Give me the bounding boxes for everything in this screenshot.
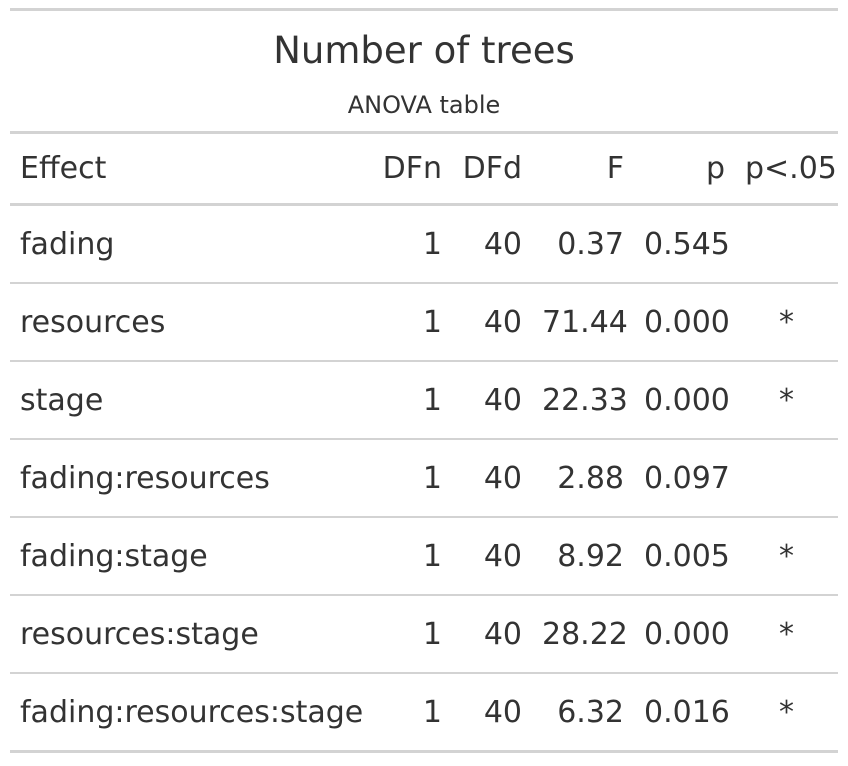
anova-table-container: Number of trees ANOVA table Effect DFn D…: [10, 8, 838, 753]
effect-cell: fading:resources: [10, 439, 372, 518]
effect-cell: stage: [10, 361, 372, 440]
significance-cell: [735, 439, 838, 518]
effect-cell: fading:stage: [10, 517, 372, 596]
p-cell: 0.000: [634, 283, 735, 362]
dfd-cell: 40: [452, 439, 532, 518]
p-cell: 0.016: [634, 673, 735, 753]
dfn-cell: 1: [372, 361, 452, 440]
effect-cell: fading:resources:stage: [10, 673, 372, 753]
dfn-cell: 1: [372, 673, 452, 753]
dfd-cell: 40: [452, 595, 532, 674]
column-header-effect: Effect: [10, 134, 372, 206]
column-header-dfn: DFn: [372, 134, 452, 206]
p-cell: 0.000: [634, 595, 735, 674]
f-cell: 28.22: [532, 595, 634, 674]
dfn-cell: 1: [372, 204, 452, 284]
significance-cell: *: [735, 517, 838, 596]
significance-cell: *: [735, 361, 838, 440]
table-row: fading 1 40 0.37 0.545: [10, 204, 838, 284]
dfd-cell: 40: [452, 283, 532, 362]
dfn-cell: 1: [372, 283, 452, 362]
anova-table: Effect DFn DFd F p p<.05 fading 1 40 0.3…: [10, 134, 838, 753]
significance-cell: *: [735, 595, 838, 674]
column-header-f: F: [532, 134, 634, 206]
p-cell: 0.000: [634, 361, 735, 440]
p-cell: 0.005: [634, 517, 735, 596]
f-cell: 2.88: [532, 439, 634, 518]
f-cell: 0.37: [532, 204, 634, 284]
table-row: fading:stage 1 40 8.92 0.005 *: [10, 517, 838, 596]
table-title: Number of trees: [273, 29, 575, 72]
table-row: stage 1 40 22.33 0.000 *: [10, 361, 838, 440]
table-row: fading:resources:stage 1 40 6.32 0.016 *: [10, 673, 838, 753]
significance-cell: *: [735, 283, 838, 362]
significance-cell: [735, 204, 838, 284]
effect-cell: resources: [10, 283, 372, 362]
f-cell: 6.32: [532, 673, 634, 753]
table-row: resources 1 40 71.44 0.000 *: [10, 283, 838, 362]
f-cell: 22.33: [532, 361, 634, 440]
p-cell: 0.545: [634, 204, 735, 284]
dfn-cell: 1: [372, 439, 452, 518]
dfd-cell: 40: [452, 204, 532, 284]
column-header-p: p: [634, 134, 735, 206]
effect-cell: fading: [10, 204, 372, 284]
table-subtitle: ANOVA table: [347, 91, 501, 119]
dfd-cell: 40: [452, 361, 532, 440]
dfn-cell: 1: [372, 517, 452, 596]
table-header: Number of trees ANOVA table: [10, 8, 838, 134]
table-row: resources:stage 1 40 28.22 0.000 *: [10, 595, 838, 674]
significance-cell: *: [735, 673, 838, 753]
column-header-significance: p<.05: [735, 134, 838, 206]
dfd-cell: 40: [452, 517, 532, 596]
f-cell: 71.44: [532, 283, 634, 362]
f-cell: 8.92: [532, 517, 634, 596]
p-cell: 0.097: [634, 439, 735, 518]
dfn-cell: 1: [372, 595, 452, 674]
table-row: fading:resources 1 40 2.88 0.097: [10, 439, 838, 518]
dfd-cell: 40: [452, 673, 532, 753]
column-header-row: Effect DFn DFd F p p<.05: [10, 134, 838, 206]
effect-cell: resources:stage: [10, 595, 372, 674]
column-header-dfd: DFd: [452, 134, 532, 206]
